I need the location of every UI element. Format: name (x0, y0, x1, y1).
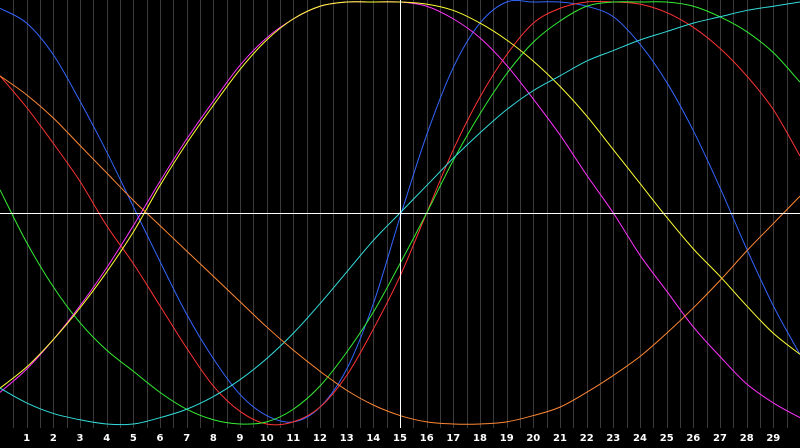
x-tick-label: 15 (393, 433, 407, 444)
x-tick-label: 19 (500, 433, 514, 444)
x-tick-label: 18 (473, 433, 487, 444)
x-tick-label: 16 (420, 433, 434, 444)
x-tick-label: 17 (446, 433, 460, 444)
x-tick-label: 28 (740, 433, 754, 444)
x-tick-label: 27 (713, 433, 727, 444)
x-tick-label: 29 (766, 433, 780, 444)
x-tick-label: 12 (313, 433, 327, 444)
x-tick-label: 26 (686, 433, 700, 444)
x-axis-tick-labels: 1 2 3 4 5 6 7 8 9 10 11 12 13 14 15 16 17 18 19 20 21 22 23 24 2… (23, 433, 780, 444)
crosshair (0, 0, 800, 428)
x-tick-label: 25 (660, 433, 674, 444)
x-tick-label: 10 (260, 433, 274, 444)
x-tick-label: 1 (23, 433, 30, 444)
x-tick-label: 9 (237, 433, 244, 444)
x-tick-label: 14 (366, 433, 380, 444)
x-tick-label: 3 (77, 433, 84, 444)
x-tick-label: 24 (633, 433, 647, 444)
x-tick-label: 2 (50, 433, 57, 444)
x-tick-label: 20 (526, 433, 540, 444)
x-tick-label: 5 (130, 433, 137, 444)
x-tick-label: 11 (286, 433, 300, 444)
x-tick-label: 8 (210, 433, 217, 444)
x-tick-label: 6 (157, 433, 164, 444)
x-tick-label: 22 (580, 433, 594, 444)
x-tick-label: 23 (606, 433, 620, 444)
x-tick-label: 21 (553, 433, 567, 444)
x-tick-label: 7 (183, 433, 190, 444)
x-tick-label: 13 (340, 433, 354, 444)
x-tick-label: 4 (103, 433, 110, 444)
